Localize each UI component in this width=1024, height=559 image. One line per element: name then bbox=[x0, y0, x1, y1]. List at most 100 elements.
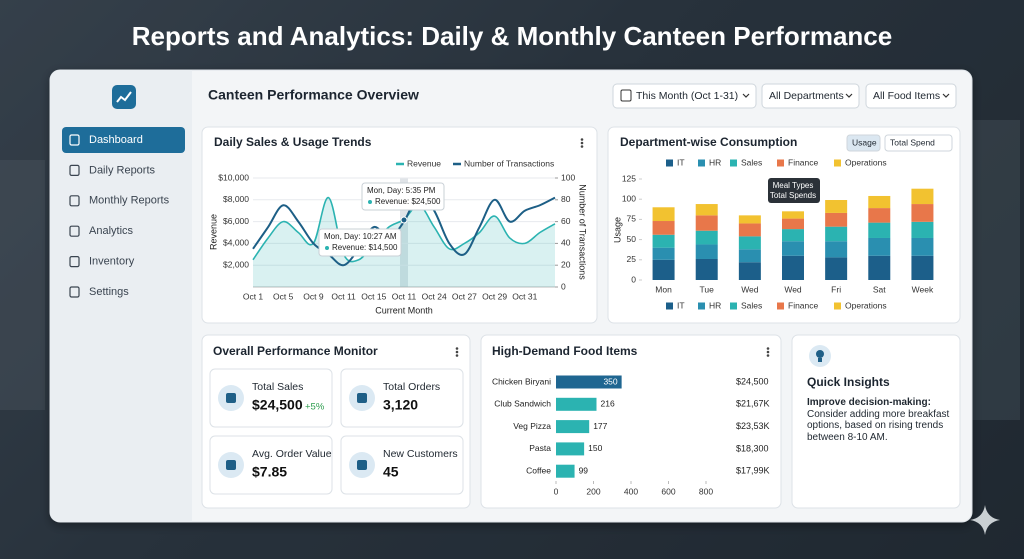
backdrop-blur bbox=[0, 160, 45, 410]
category-label: Chicken Biryani bbox=[492, 376, 551, 386]
y-tick-label: $6,000 bbox=[223, 216, 249, 226]
legend-label: IT bbox=[677, 157, 685, 167]
page-title: Reports and Analytics: Daily & Monthly C… bbox=[132, 21, 892, 51]
x-tick-label: Oct 15 bbox=[361, 291, 386, 301]
filter-label: All Food Items bbox=[873, 90, 940, 102]
chart-title: Department-wise Consumption bbox=[620, 135, 797, 149]
bar-segment bbox=[825, 226, 848, 242]
value-label: 150 bbox=[588, 443, 602, 453]
x-tick-label: Oct 11 bbox=[331, 291, 356, 301]
y2-tick-label: 80 bbox=[561, 194, 571, 204]
toggle-button[interactable] bbox=[884, 134, 953, 152]
bar-segment bbox=[911, 204, 934, 222]
kpi-card bbox=[209, 435, 333, 495]
menu-dot bbox=[580, 138, 584, 141]
nav-active bbox=[62, 127, 185, 153]
filter-label: All Departments bbox=[769, 90, 844, 102]
card bbox=[791, 334, 961, 509]
menu-dot bbox=[455, 350, 459, 354]
kpi-change: +5% bbox=[305, 402, 325, 413]
x-tick-label: Oct 11 bbox=[392, 291, 417, 301]
nav-item[interactable]: Analytics bbox=[89, 225, 134, 237]
value-label: 99 bbox=[579, 465, 589, 475]
calendar-icon bbox=[620, 89, 632, 102]
filter-dropdown[interactable] bbox=[761, 83, 860, 109]
kpi-icon-glyph bbox=[226, 460, 236, 470]
x-tick-label: 200 bbox=[586, 486, 600, 496]
dropdown-arrow bbox=[742, 93, 750, 98]
filter-dropdown[interactable] bbox=[612, 83, 757, 109]
nav-item[interactable]: Inventory bbox=[89, 256, 135, 268]
menu-dot bbox=[580, 145, 584, 148]
menu-dot bbox=[580, 141, 584, 145]
value-label: 177 bbox=[593, 421, 607, 431]
insight-heading: Improve decision-making: bbox=[807, 397, 931, 408]
insight-title: Quick Insights bbox=[807, 375, 890, 389]
legend-swatch bbox=[730, 159, 737, 167]
y2-tick-label: 100 bbox=[561, 172, 575, 182]
x-tick-label: Oct 24 bbox=[422, 291, 447, 301]
hover-point bbox=[400, 216, 408, 224]
bar bbox=[556, 397, 597, 411]
menu-dot bbox=[766, 347, 770, 350]
bar-segment bbox=[868, 237, 891, 256]
tooltip bbox=[361, 182, 445, 211]
x-tick-label: Wed bbox=[741, 284, 759, 294]
nav-item[interactable]: Dashboard bbox=[89, 134, 143, 146]
kpi-card bbox=[340, 368, 464, 428]
bar bbox=[556, 442, 585, 456]
tooltip-title: Mon, Day: 10:27 AM bbox=[324, 232, 397, 241]
legend-swatch bbox=[777, 159, 784, 167]
legend-label: Number of Transactions bbox=[464, 158, 554, 168]
amount-label: $24,500 bbox=[736, 376, 769, 386]
kpi-card bbox=[209, 368, 333, 428]
card-title: Overall Performance Monitor bbox=[213, 344, 378, 358]
menu-dot bbox=[455, 347, 459, 350]
amount-label: $21,67K bbox=[736, 399, 770, 409]
toggle-label: Total Spend bbox=[890, 137, 935, 147]
kpi-card bbox=[340, 435, 464, 495]
x-tick-label: Mon bbox=[655, 284, 672, 294]
y-tick-label: 25 bbox=[627, 254, 637, 264]
legend-swatch bbox=[834, 302, 841, 310]
legend-label: Sales bbox=[741, 157, 762, 167]
app-logo bbox=[112, 85, 136, 109]
bar-segment bbox=[695, 204, 718, 216]
chart-title: High-Demand Food Items bbox=[492, 344, 638, 358]
bar-segment bbox=[911, 221, 934, 238]
kpi-value: 45 bbox=[383, 464, 399, 480]
sparkle bbox=[970, 505, 1000, 535]
tooltip-text: Revenue: $14,500 bbox=[332, 243, 398, 252]
filter-dropdown[interactable] bbox=[865, 83, 957, 109]
legend-swatch bbox=[666, 302, 673, 310]
amount-label: $17,99K bbox=[736, 466, 770, 476]
menu-dot bbox=[766, 354, 770, 357]
y-axis-label: Usage bbox=[612, 217, 622, 243]
bar-segment bbox=[782, 229, 804, 242]
bar-segment bbox=[782, 218, 804, 230]
nav-item[interactable]: Daily Reports bbox=[89, 164, 156, 176]
category-label: Pasta bbox=[529, 443, 551, 453]
legend-label: HR bbox=[709, 300, 721, 310]
bar-segment bbox=[868, 208, 891, 223]
x-tick-label: 800 bbox=[699, 486, 713, 496]
x-tick-label: Oct 5 bbox=[273, 291, 294, 301]
x-axis-label: Current Month bbox=[375, 305, 433, 315]
legend-swatch bbox=[834, 159, 841, 167]
y-tick-label: $8,000 bbox=[223, 194, 249, 204]
legend-label: Revenue bbox=[407, 158, 441, 168]
x-tick-label: Fri bbox=[831, 284, 841, 294]
y-tick-label: 125 bbox=[622, 173, 636, 183]
y-tick-label: 50 bbox=[627, 234, 637, 244]
bar-segment bbox=[911, 188, 934, 205]
tooltip-title: Meal Types bbox=[773, 181, 814, 190]
kpi-label: Total Orders bbox=[383, 381, 440, 393]
bar-segment bbox=[825, 212, 848, 227]
nav-item[interactable]: Monthly Reports bbox=[89, 195, 170, 207]
bar-segment bbox=[695, 215, 718, 231]
toggle-button[interactable] bbox=[846, 134, 881, 152]
category-label: Coffee bbox=[526, 465, 551, 475]
nav-item[interactable]: Settings bbox=[89, 286, 129, 298]
insight-body: Improve decision-making: Consider adding… bbox=[807, 397, 959, 443]
